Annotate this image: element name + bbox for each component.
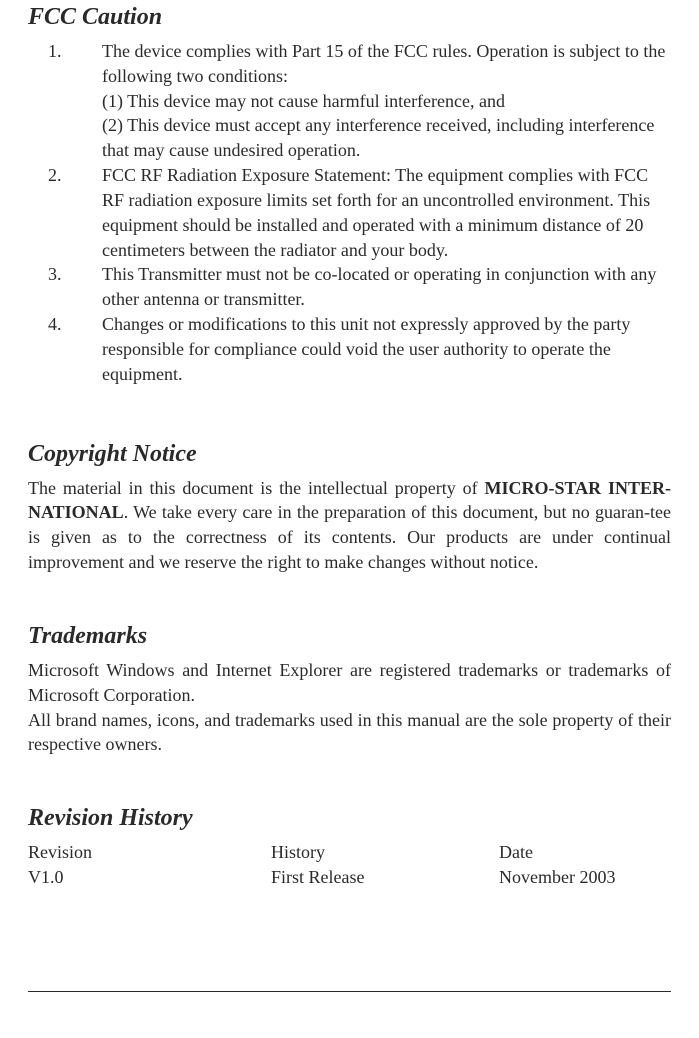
revision-column: Revision V1.0 xyxy=(28,840,271,890)
page-bottom-rule xyxy=(28,991,671,992)
revision-header: Revision xyxy=(28,840,271,865)
list-item-number: 3. xyxy=(48,262,102,312)
list-item-number: 1. xyxy=(48,39,102,163)
list-item-text: Changes or modifications to this unit no… xyxy=(102,312,671,386)
copyright-heading: Copyright Notice xyxy=(28,441,671,468)
list-item-text: The device complies with Part 15 of the … xyxy=(102,39,671,163)
revision-value: V1.0 xyxy=(28,865,271,890)
revision-history-heading: Revision History xyxy=(28,805,671,832)
date-value: November 2003 xyxy=(499,865,671,890)
fcc-caution-list: 1. The device complies with Part 15 of t… xyxy=(28,39,671,387)
list-item: 2. FCC RF Radiation Exposure Statement: … xyxy=(48,163,671,262)
trademarks-heading: Trademarks xyxy=(28,623,671,650)
copyright-paragraph: The material in this document is the int… xyxy=(28,476,671,575)
trademarks-paragraph-1: Microsoft Windows and Internet Explorer … xyxy=(28,658,671,708)
revision-history-table: Revision V1.0 History First Release Date… xyxy=(28,840,671,890)
list-item-number: 2. xyxy=(48,163,102,262)
document-page: FCC Caution 1. The device complies with … xyxy=(28,0,671,890)
list-item-number: 4. xyxy=(48,312,102,386)
copyright-text-before: The material in this document is the int… xyxy=(28,478,484,498)
date-header: Date xyxy=(499,840,671,865)
list-item-text: This Transmitter must not be co-located … xyxy=(102,262,671,312)
history-header: History xyxy=(271,840,499,865)
fcc-caution-heading: FCC Caution xyxy=(28,0,671,31)
list-item-text: FCC RF Radiation Exposure Statement: The… xyxy=(102,163,671,262)
list-item: 3. This Transmitter must not be co-locat… xyxy=(48,262,671,312)
date-column: Date November 2003 xyxy=(499,840,671,890)
history-value: First Release xyxy=(271,865,499,890)
trademarks-paragraph-2: All brand names, icons, and trademarks u… xyxy=(28,708,671,758)
list-item: 4. Changes or modifications to this unit… xyxy=(48,312,671,386)
list-item: 1. The device complies with Part 15 of t… xyxy=(48,39,671,163)
copyright-text-after: . We take every care in the preparation … xyxy=(28,502,671,572)
history-column: History First Release xyxy=(271,840,499,890)
